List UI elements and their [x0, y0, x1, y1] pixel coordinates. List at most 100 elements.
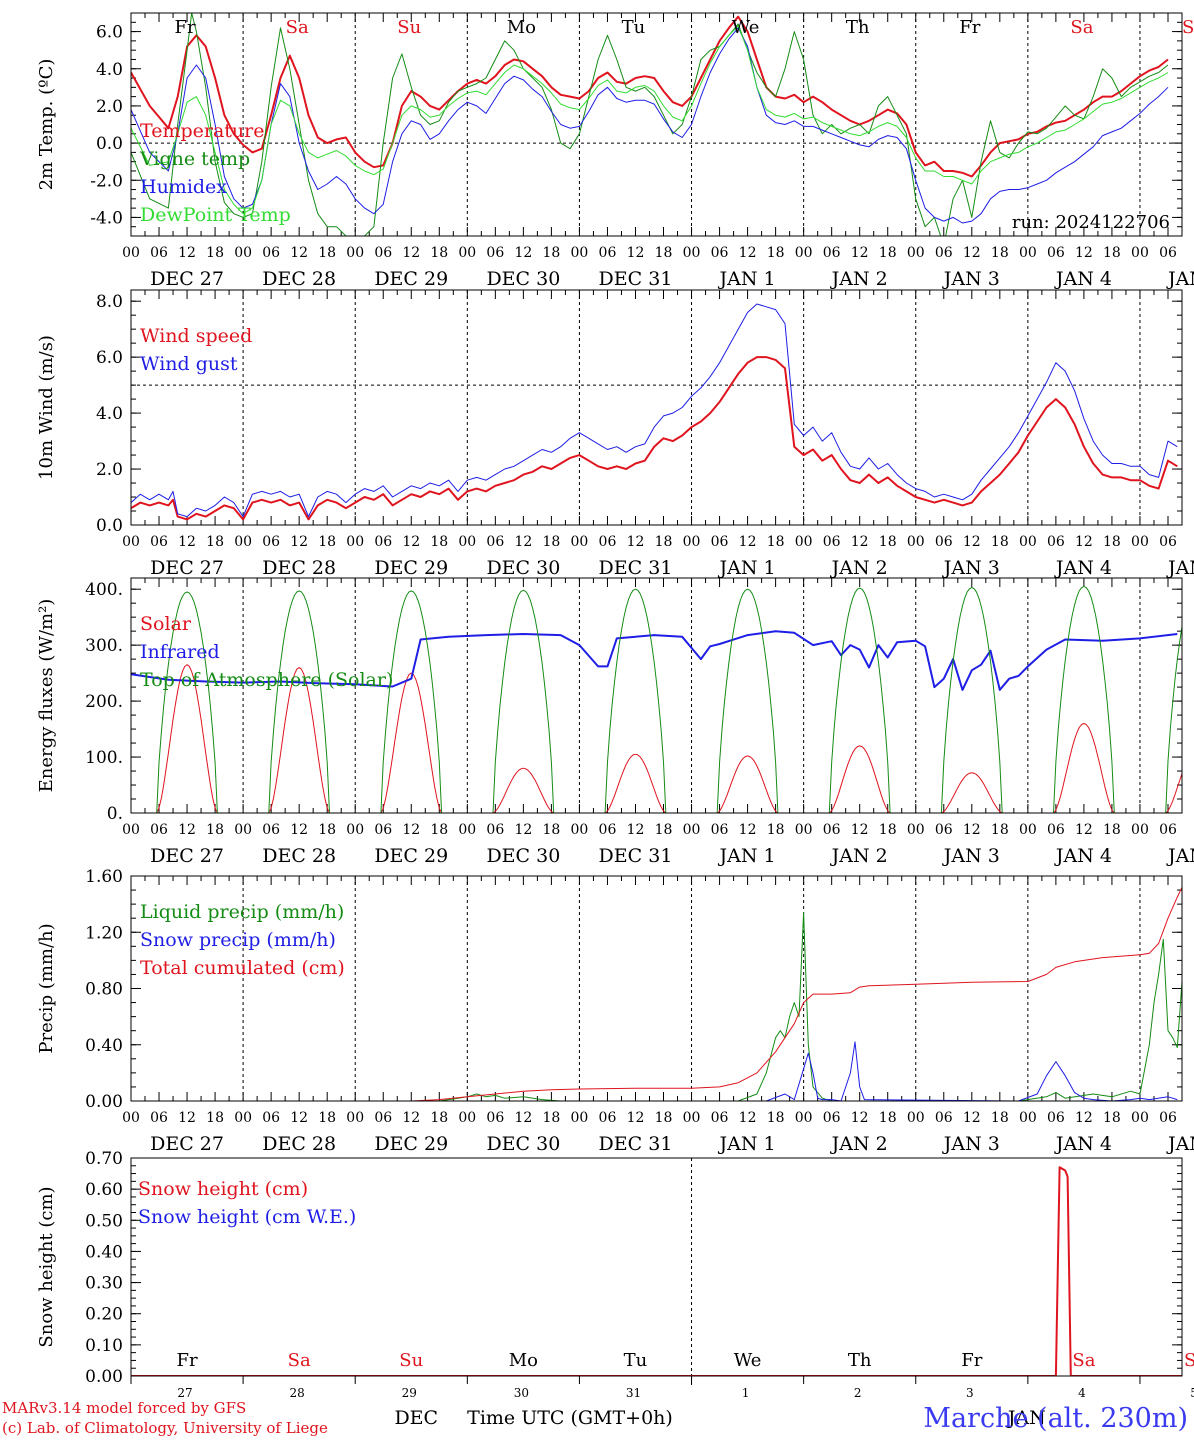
- plot-frame: [130, 875, 1183, 1102]
- hour-label: 12: [851, 822, 869, 838]
- hour-label: 12: [851, 534, 869, 550]
- hour-label: 18: [655, 822, 673, 838]
- series-line-2: [131, 630, 1178, 691]
- date-label: DEC 30: [486, 557, 560, 579]
- day-name: Su: [1182, 17, 1194, 38]
- hour-label: 00: [234, 822, 252, 838]
- x-axis-title: Time UTC (GMT+0h): [467, 1407, 673, 1429]
- panel-2: 0.0 2.0 4.0 6.0 8.0 10m Wind (m/s) Wind speed W…: [36, 289, 1194, 579]
- hour-label: 12: [739, 822, 757, 838]
- date-label: JAN 1: [718, 1133, 776, 1155]
- day-name: Sa: [1072, 1350, 1095, 1371]
- y-tick-label: 0.00: [85, 1367, 123, 1387]
- hour-label: 06: [150, 534, 168, 550]
- legend-entry: Vigne temp: [139, 148, 250, 170]
- date-label: DEC 31: [599, 557, 673, 579]
- hour-label: 00: [1131, 534, 1149, 550]
- hour-label: 00: [234, 1110, 252, 1126]
- day-name: Su: [397, 17, 421, 38]
- day-name: Su: [1184, 1350, 1194, 1371]
- hour-label: 00: [122, 534, 140, 550]
- hour-label: 06: [823, 245, 841, 261]
- hour-label: 00: [234, 245, 252, 261]
- legend-entry: Snow precip (mm/h): [140, 929, 336, 951]
- hour-label: 12: [514, 822, 532, 838]
- y-tick-label: 0.50: [85, 1211, 123, 1231]
- day-name: We: [732, 17, 760, 38]
- date-label: DEC 27: [150, 1133, 224, 1155]
- hour-label: 12: [851, 245, 869, 261]
- date-label: DEC 31: [599, 268, 673, 290]
- hour-label: 12: [178, 534, 196, 550]
- hour-label: 06: [374, 245, 392, 261]
- date-label: JAN 3: [942, 557, 1000, 579]
- series-line-3: [131, 27, 1169, 224]
- hour-label: 18: [542, 1110, 560, 1126]
- y-tick-label: 6.0: [96, 348, 123, 368]
- date-label: DEC 31: [599, 1133, 673, 1155]
- hour-label: 06: [486, 245, 504, 261]
- hour-label: 00: [907, 822, 925, 838]
- day-number: 5: [1190, 1386, 1194, 1400]
- y-tick-label: 0.: [107, 804, 123, 824]
- hour-label: 06: [711, 534, 729, 550]
- series-line-2: [131, 303, 1178, 518]
- hour-label: 00: [907, 245, 925, 261]
- hour-label: 06: [935, 1110, 953, 1126]
- date-label: DEC 29: [374, 1133, 448, 1155]
- date-label: JAN 2: [830, 845, 888, 867]
- date-label: DEC 31: [599, 845, 673, 867]
- hour-label: 12: [290, 534, 308, 550]
- hour-label: 18: [991, 822, 1009, 838]
- y-tick-label: 400.: [85, 580, 123, 600]
- date-label: JAN 3: [942, 268, 1000, 290]
- date-label: DEC 28: [262, 557, 336, 579]
- series-line-1: [131, 912, 1182, 1101]
- hour-label: 06: [1159, 1110, 1177, 1126]
- hour-label: 00: [1019, 245, 1037, 261]
- y-tick-label: 0.00: [85, 1092, 123, 1112]
- hour-label: 06: [262, 245, 280, 261]
- date-label: JAN 3: [942, 1133, 1000, 1155]
- panel-4: 0.00 0.40 0.80 1.20 1.60 Precip (mm/h) Liquid …: [36, 867, 1194, 1155]
- hour-label: 00: [346, 534, 364, 550]
- hour-label: 12: [290, 245, 308, 261]
- hour-label: 00: [122, 245, 140, 261]
- day-number: 1: [742, 1386, 750, 1400]
- date-label: JAN 4: [1054, 557, 1112, 579]
- hour-label: 00: [1019, 1110, 1037, 1126]
- hour-label: 06: [150, 1110, 168, 1126]
- hour-label: 06: [262, 1110, 280, 1126]
- hour-label: 00: [458, 245, 476, 261]
- plot-frame: [130, 1157, 1183, 1377]
- series-group: [131, 1166, 1182, 1376]
- hour-label: 12: [739, 1110, 757, 1126]
- day-name: Tu: [624, 1350, 648, 1371]
- hour-label: 12: [851, 1110, 869, 1126]
- hour-label: 06: [935, 822, 953, 838]
- hour-label: 18: [879, 534, 897, 550]
- hour-label: 00: [571, 534, 589, 550]
- hour-label: 06: [150, 822, 168, 838]
- hour-label: 06: [711, 822, 729, 838]
- hour-label: 06: [711, 1110, 729, 1126]
- hour-label: 00: [571, 245, 589, 261]
- date-label: JAN 5: [1166, 845, 1194, 867]
- day-number: 2: [854, 1386, 862, 1400]
- hour-label: 18: [206, 1110, 224, 1126]
- hour-label: 18: [879, 1110, 897, 1126]
- hour-label: 18: [430, 1110, 448, 1126]
- date-label: JAN 4: [1054, 268, 1112, 290]
- hour-label: 12: [627, 245, 645, 261]
- date-label: JAN 5: [1166, 268, 1194, 290]
- hour-label: 06: [1159, 534, 1177, 550]
- hour-label: 12: [1075, 534, 1093, 550]
- hour-label: 06: [599, 245, 617, 261]
- hour-label: 12: [290, 1110, 308, 1126]
- hour-label: 06: [150, 245, 168, 261]
- series-line-3: [131, 887, 1182, 1101]
- plot-frame: [130, 12, 1183, 237]
- y-tick-label: 1.60: [85, 867, 123, 887]
- lab-credit: (c) Lab. of Climatology, University of L…: [2, 1419, 328, 1437]
- panel-1: -4.0 -2.0 0.0 2.0 4.0 6.0 2m Temp. (ºC) Tempera…: [36, 12, 1194, 290]
